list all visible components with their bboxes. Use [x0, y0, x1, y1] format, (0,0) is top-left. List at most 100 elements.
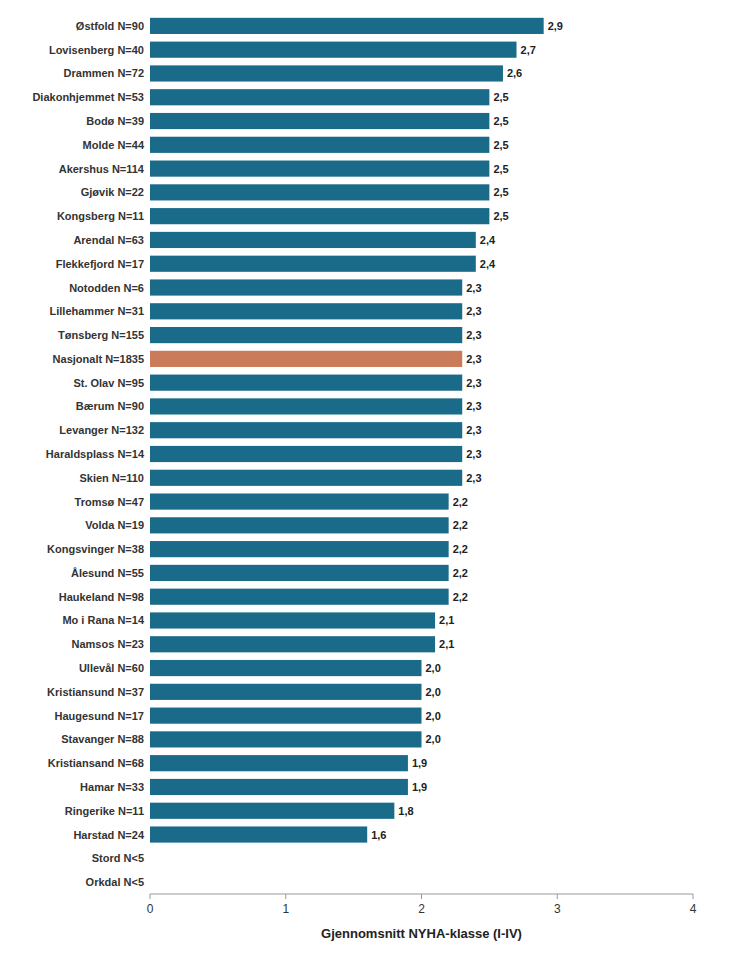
bar [150, 470, 462, 486]
bar [150, 422, 462, 438]
category-label: Østfold N=90 [76, 20, 144, 32]
bar [150, 755, 408, 771]
category-label: Kristiansand N=68 [48, 757, 144, 769]
data-label: 2,3 [466, 377, 481, 389]
bar [150, 517, 449, 533]
category-label: Gjøvik N=22 [81, 186, 144, 198]
data-label: 2,4 [480, 258, 496, 270]
bar [150, 137, 489, 153]
tick-mark [285, 894, 286, 899]
data-label: 2,3 [466, 448, 481, 460]
data-label: 2,0 [426, 662, 441, 674]
data-label: 2,3 [466, 400, 481, 412]
bar [150, 208, 489, 224]
data-label: 2,3 [466, 282, 481, 294]
category-label: Orkdal N<5 [86, 876, 144, 888]
data-label: 2,3 [466, 424, 481, 436]
bar [150, 89, 489, 105]
bar [150, 232, 476, 248]
data-label: 2,0 [426, 710, 441, 722]
category-label: Ringerike N=11 [65, 805, 144, 817]
bar [150, 589, 449, 605]
data-label: 2,3 [466, 472, 481, 484]
bar [150, 375, 462, 391]
bar [150, 446, 462, 462]
bar [150, 65, 503, 81]
category-label: Levanger N=132 [59, 424, 144, 436]
tick-label: 3 [554, 902, 561, 916]
bar [150, 303, 462, 319]
tick-label: 4 [690, 902, 697, 916]
data-label: 2,0 [426, 733, 441, 745]
category-label: Mo i Rana N=14 [62, 614, 144, 626]
category-label: Harstad N=24 [73, 829, 145, 841]
bar [150, 541, 449, 557]
category-label: Tønsberg N=155 [58, 329, 144, 341]
bar [150, 351, 462, 367]
x-axis-label: Gjennomsnitt NYHA-klasse (I-IV) [321, 926, 522, 941]
category-label: Lillehammer N=31 [50, 305, 144, 317]
category-label: Namsos N=23 [72, 638, 144, 650]
data-label: 2,5 [493, 139, 508, 151]
category-label: Kongsvinger N=38 [47, 543, 144, 555]
data-label: 2,2 [453, 496, 468, 508]
bar [150, 684, 422, 700]
data-label: 2,3 [466, 353, 481, 365]
data-label: 2,2 [453, 519, 468, 531]
bar [150, 565, 449, 581]
x-axis: 0 1 2 3 4 [147, 894, 697, 916]
category-label: St. Olav N=95 [73, 377, 144, 389]
category-label: Ålesund N=55 [71, 567, 144, 579]
tick-mark [693, 894, 694, 899]
category-label: Stavanger N=88 [61, 733, 144, 745]
data-label: 2,3 [466, 329, 481, 341]
data-label: 2,2 [453, 591, 468, 603]
bar [150, 42, 517, 58]
data-label: 1,9 [412, 781, 427, 793]
category-label: Skien N=110 [79, 472, 144, 484]
data-label: 2,5 [493, 210, 508, 222]
data-label: 2,9 [548, 20, 563, 32]
tick-label: 0 [147, 902, 154, 916]
category-label: Drammen N=72 [64, 67, 144, 79]
category-label: Flekkefjord N=17 [56, 258, 144, 270]
category-label: Haugesund N=17 [54, 710, 144, 722]
bar [150, 256, 476, 272]
bar [150, 708, 422, 724]
data-labels: 1,61,81,91,92,02,02,02,02,12,12,22,22,22… [371, 20, 563, 841]
category-label: Kristiansund N=37 [47, 686, 144, 698]
tick-label: 2 [418, 902, 425, 916]
bar [150, 612, 435, 628]
category-label: Lovisenberg N=40 [49, 44, 144, 56]
category-label: Stord N<5 [92, 852, 144, 864]
bar [150, 874, 151, 890]
tick-mark [150, 894, 151, 899]
bar [150, 327, 462, 343]
tick-label: 1 [282, 902, 289, 916]
category-label: Arendal N=63 [73, 234, 144, 246]
category-label: Kongsberg N=11 [57, 210, 144, 222]
bar [150, 184, 489, 200]
category-label: Hamar N=33 [80, 781, 144, 793]
data-label: 2,0 [426, 686, 441, 698]
chart-container: 1,61,81,91,92,02,02,02,02,12,12,22,22,22… [0, 0, 733, 956]
tick-mark [421, 894, 422, 899]
category-label: Volda N=19 [85, 519, 144, 531]
bar [150, 731, 422, 747]
bar [150, 113, 489, 129]
data-label: 2,7 [521, 44, 536, 56]
bar [150, 493, 449, 509]
category-label: Nasjonalt N=1835 [53, 353, 144, 365]
data-label: 2,2 [453, 567, 468, 579]
bars [150, 18, 544, 843]
category-label: Tromsø N=47 [75, 496, 144, 508]
category-label: Ullevål N=60 [79, 662, 144, 674]
bar [150, 636, 435, 652]
bar [150, 398, 462, 414]
category-label: Notodden N=6 [69, 282, 144, 294]
data-label: 2,4 [480, 234, 496, 246]
category-label: Bærum N=90 [76, 400, 144, 412]
data-label: 2,1 [439, 614, 454, 626]
y-axis: Orkdal N<5 Stord N<5 Harstad N=24 Ringerike… [32, 20, 144, 888]
tick-mark [557, 894, 558, 899]
